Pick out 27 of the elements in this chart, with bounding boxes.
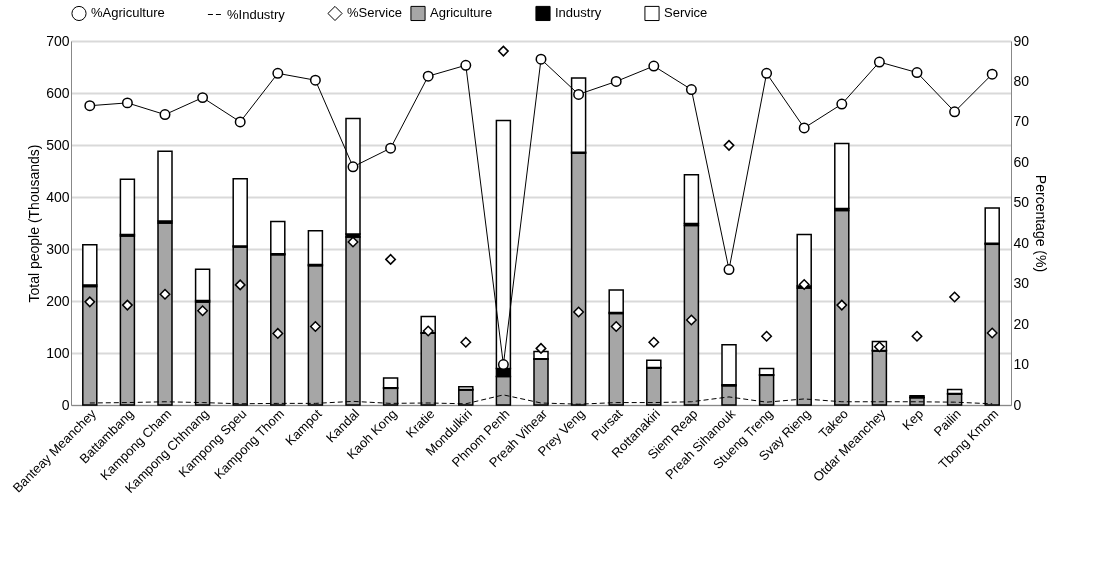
y-tick-label: 0: [61, 396, 70, 413]
y2-tick-label: 50: [1013, 194, 1030, 211]
y2-tick-label: 60: [1013, 153, 1030, 170]
y2-tick-label: 10: [1013, 356, 1030, 373]
y-tick-label: 400: [46, 188, 70, 205]
y2-tick-label: 40: [1013, 234, 1030, 251]
y-axis-title: Total people (Thousands): [26, 144, 43, 303]
y2-tick-label: 90: [1013, 32, 1030, 49]
y-tick-label: 500: [46, 136, 70, 153]
legend-label: %Service: [347, 5, 402, 21]
y-tick-label: 300: [46, 240, 70, 257]
y-tick-label: 200: [46, 292, 70, 309]
legend-label: %Industry: [227, 6, 286, 22]
x-tick-label: Kep: [899, 406, 927, 434]
y2-tick-label: 0: [1013, 396, 1022, 413]
y2-axis-title: Percentage (%): [1033, 174, 1050, 273]
legend-label: %Agriculture: [91, 5, 165, 21]
y-tick-label: 600: [46, 84, 70, 101]
y-tick-label: 700: [46, 32, 70, 49]
y2-tick-label: 20: [1013, 315, 1030, 332]
legend-label: Industry: [555, 5, 602, 21]
legend-label: Service: [664, 5, 708, 21]
legend-label: Agriculture: [430, 5, 493, 21]
y-tick-label: 100: [46, 344, 70, 361]
y2-tick-label: 30: [1013, 275, 1030, 292]
y2-tick-label: 70: [1013, 113, 1030, 130]
y2-tick-label: 80: [1013, 72, 1030, 89]
